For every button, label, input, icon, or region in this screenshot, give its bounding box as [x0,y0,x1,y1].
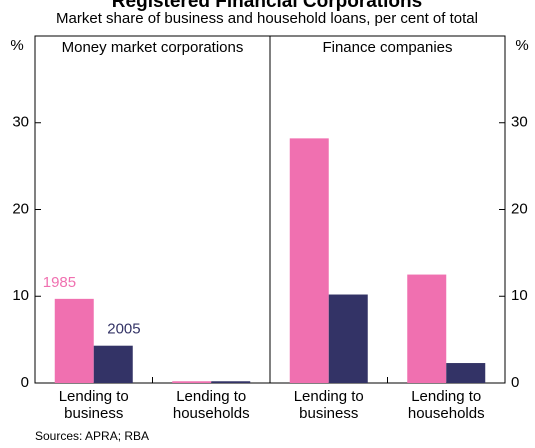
y-tick-label: 0 [511,374,519,391]
bar [54,298,94,383]
panel-title: Money market corporations [62,39,244,56]
x-tick-label: Lending to business [293,388,364,422]
y-tick-label: 30 [12,114,29,131]
legend-label: 1985 [43,274,76,291]
bar [211,381,251,383]
chart-subtitle: Market share of business and household l… [56,10,478,27]
x-tick-label: Lending to households [172,388,250,422]
source: Sources: APRA; RBA [35,429,149,443]
y-tick-label: 10 [12,287,29,304]
bar [289,138,329,383]
x-tick-label: Lending to households [407,388,485,422]
bar [407,274,447,383]
y-tick-label: 20 [12,200,29,217]
chart-title: Registered Financial Corporations [112,0,422,12]
y-tick-label: 30 [511,114,528,131]
y-tick-label: 10 [511,287,528,304]
bar [328,294,368,383]
legend-label: 2005 [107,321,140,338]
y-tick-label: 0 [21,374,29,391]
y-label-right: % [515,37,528,54]
x-tick-label: Lending to business [58,388,129,422]
y-tick-label: 20 [511,200,528,217]
bar [93,345,133,383]
y-label-left: % [10,37,23,54]
bar [446,363,486,383]
panel-title: Finance companies [322,39,452,56]
bar [172,381,212,383]
